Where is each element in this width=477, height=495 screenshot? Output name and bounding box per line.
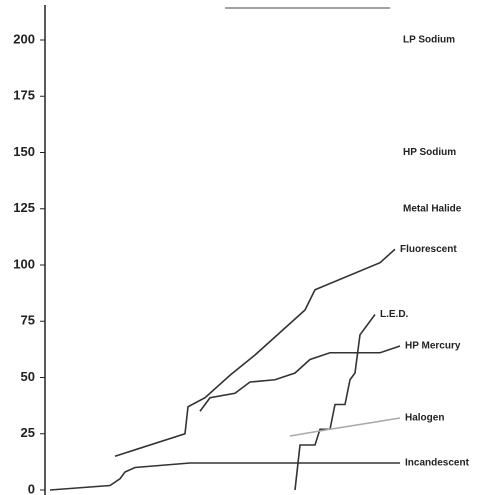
- series-line: [294, 314, 376, 491]
- legend-label: Halogen: [405, 413, 444, 424]
- series-line: [289, 417, 401, 437]
- y-tick-label: 75: [21, 313, 35, 328]
- legend-label: L.E.D.: [380, 309, 409, 320]
- annotation: Metal Halide: [403, 203, 462, 214]
- legend-label: HP Mercury: [405, 341, 461, 352]
- y-tick-label: 150: [13, 144, 35, 159]
- series-line: [114, 248, 396, 458]
- y-tick-label: 0: [28, 481, 35, 495]
- annotation: HP Sodium: [403, 147, 456, 158]
- annotation: LP Sodium: [403, 35, 455, 46]
- y-tick-label: 175: [13, 88, 35, 103]
- legend-label: Fluorescent: [400, 244, 457, 255]
- y-tick-label: 100: [13, 256, 35, 271]
- y-tick-label: 25: [21, 425, 35, 440]
- series-line: [199, 345, 401, 412]
- y-tick-label: 50: [21, 369, 35, 384]
- y-tick-label: 125: [13, 200, 35, 215]
- y-tick-label: 200: [13, 31, 35, 46]
- legend-label: Incandescent: [405, 458, 470, 469]
- series-line: [49, 462, 400, 491]
